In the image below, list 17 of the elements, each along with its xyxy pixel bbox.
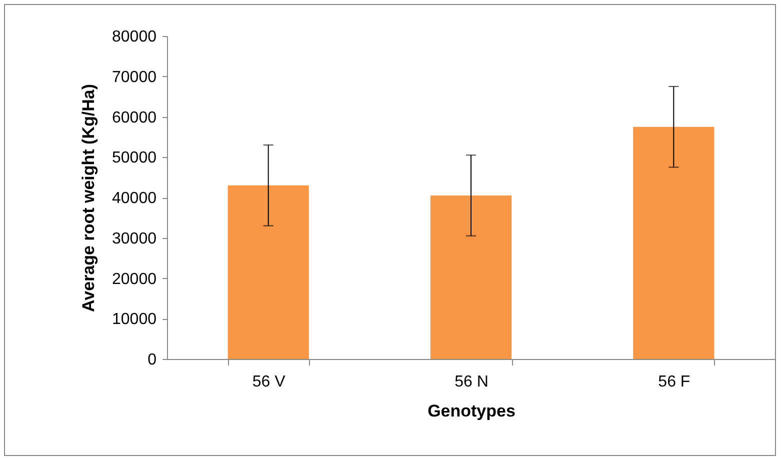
y-tick-label: 10000: [112, 311, 157, 328]
y-axis-title: Average root weight (Kg/Ha): [79, 84, 98, 312]
y-tick-label: 30000: [112, 230, 157, 248]
x-tick-label: 56 V: [252, 374, 286, 390]
x-tick-label: 56 F: [658, 374, 690, 390]
y-tick-label: 40000: [112, 190, 157, 207]
y-tick-label: 60000: [112, 109, 157, 126]
y-tick-label: 80000: [112, 28, 157, 46]
bar: [430, 195, 512, 359]
x-tick-label: 56 N: [454, 374, 488, 390]
x-axis-title: Genotypes: [428, 402, 516, 420]
y-tick-label: 0: [148, 352, 157, 368]
y-tick-label: 50000: [112, 150, 157, 167]
y-tick-label: 20000: [112, 270, 157, 288]
bar: [633, 126, 714, 359]
bar: [228, 185, 309, 359]
y-tick-label: 70000: [112, 68, 157, 86]
